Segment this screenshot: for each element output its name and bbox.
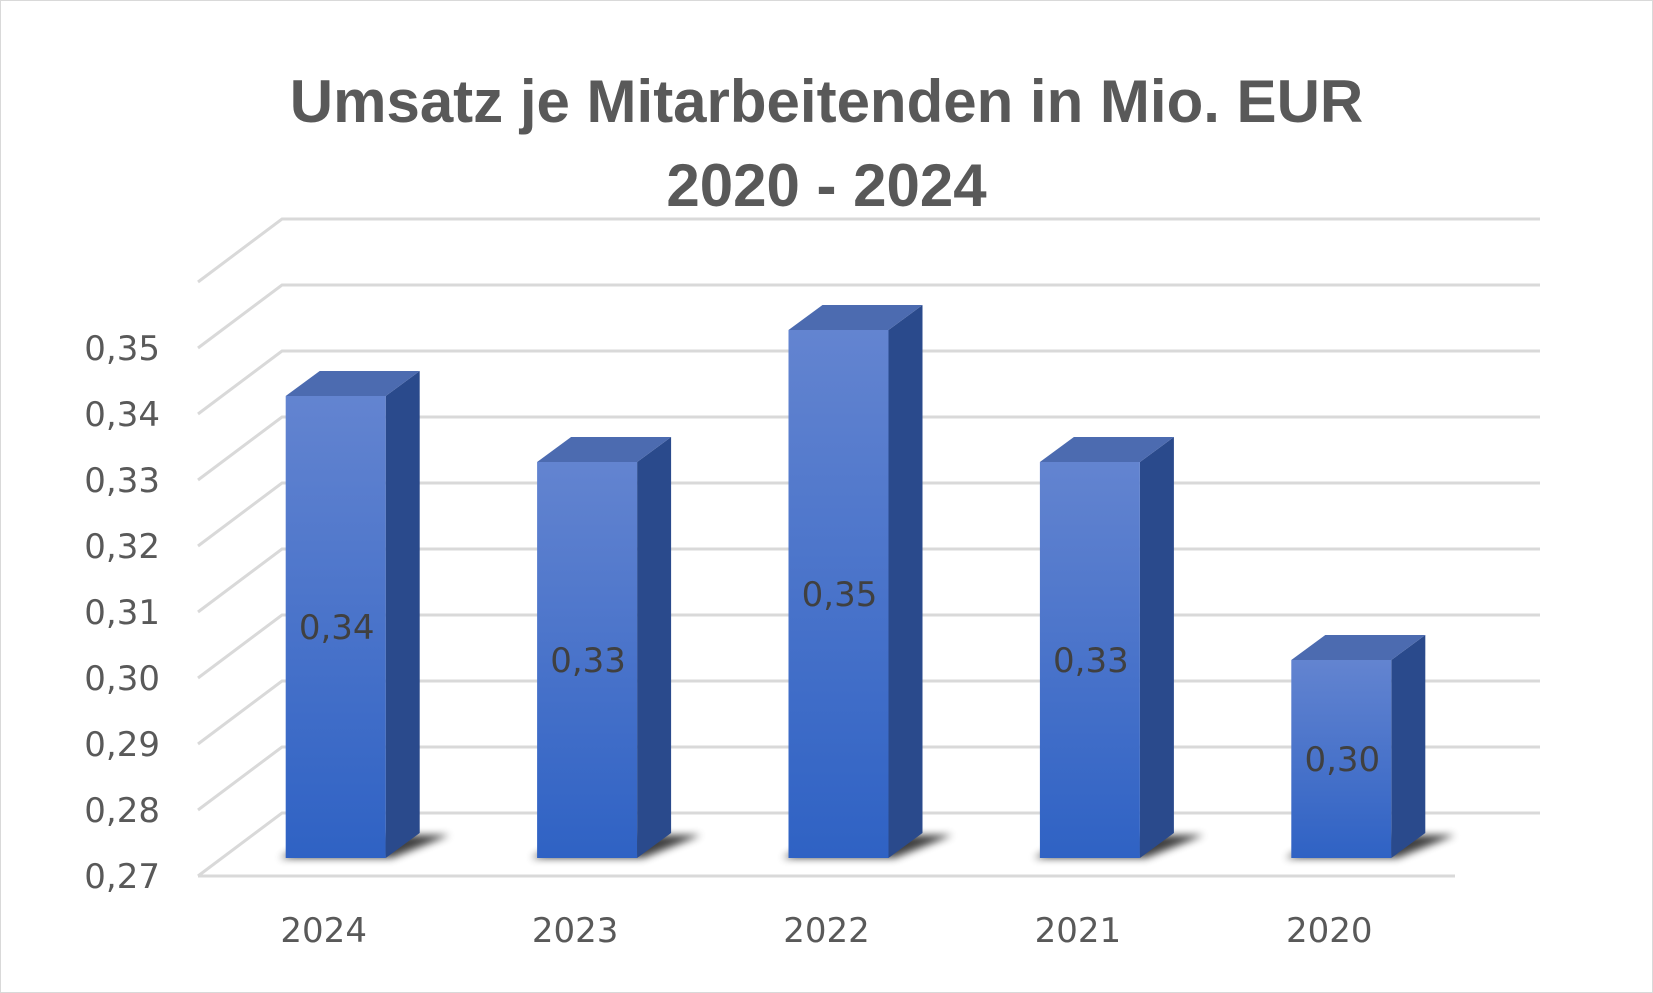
- bar-front: [285, 396, 386, 858]
- bar-top: [1039, 437, 1174, 462]
- bar-side: [385, 371, 420, 858]
- gridline: [197, 349, 1540, 416]
- y-tick-label: 0,34: [84, 395, 160, 435]
- bar-side: [1391, 635, 1426, 858]
- x-tick-label: 2023: [532, 911, 619, 951]
- y-tick-label: 0,29: [84, 725, 160, 765]
- bar-side: [637, 437, 672, 858]
- bar-2020: 0,30: [1285, 635, 1456, 858]
- y-tick-label: 0,30: [84, 659, 160, 699]
- data-label: 0,33: [550, 641, 626, 681]
- bar-2022: 0,35: [782, 305, 953, 858]
- y-tick-label: 0,33: [84, 461, 160, 501]
- bars: 0,34 0,33 0,35 0,33 0,30: [279, 305, 1456, 858]
- chart-title-line-1: Umsatz je Mitarbeitenden in Mio. EUR: [289, 68, 1364, 135]
- gridline: [197, 415, 1540, 482]
- data-label: 0,30: [1304, 740, 1380, 780]
- bar-front: [1039, 462, 1140, 858]
- chart-title-line-2: 2020 - 2024: [666, 152, 987, 219]
- bar-front: [537, 462, 638, 858]
- data-label: 0,35: [802, 575, 878, 615]
- bar-top: [1291, 635, 1426, 660]
- data-label: 0,34: [299, 608, 375, 648]
- x-tick-label: 2024: [280, 911, 367, 951]
- y-tick-label: 0,35: [84, 329, 160, 369]
- bar-front: [1291, 660, 1392, 858]
- x-axis: 2024 2023 2022 2021 2020: [280, 911, 1372, 951]
- y-tick-label: 0,27: [84, 857, 160, 897]
- data-label: 0,33: [1053, 641, 1129, 681]
- bar-side: [888, 305, 923, 858]
- y-tick-label: 0,28: [84, 791, 160, 831]
- y-tick-label: 0,32: [84, 527, 160, 567]
- x-tick-label: 2021: [1035, 911, 1122, 951]
- bar-2021: 0,33: [1033, 437, 1204, 858]
- x-tick-label: 2022: [783, 911, 870, 951]
- gridline: [197, 283, 1540, 350]
- y-tick-label: 0,31: [84, 593, 160, 633]
- y-axis: 0,27 0,28 0,29 0,30 0,31 0,32 0,33 0,34 0,35: [84, 329, 160, 897]
- bar-2023: 0,33: [531, 437, 702, 858]
- gridline: [197, 217, 1540, 284]
- bar-side: [1139, 437, 1174, 858]
- bar-top: [537, 437, 672, 462]
- bar-2024: 0,34: [279, 371, 450, 858]
- chart-title: Umsatz je Mitarbeitenden in Mio. EUR 202…: [0, 60, 1653, 228]
- bar-front: [788, 330, 889, 858]
- bar-top: [285, 371, 420, 396]
- bar-top: [788, 305, 923, 330]
- x-tick-label: 2020: [1286, 911, 1373, 951]
